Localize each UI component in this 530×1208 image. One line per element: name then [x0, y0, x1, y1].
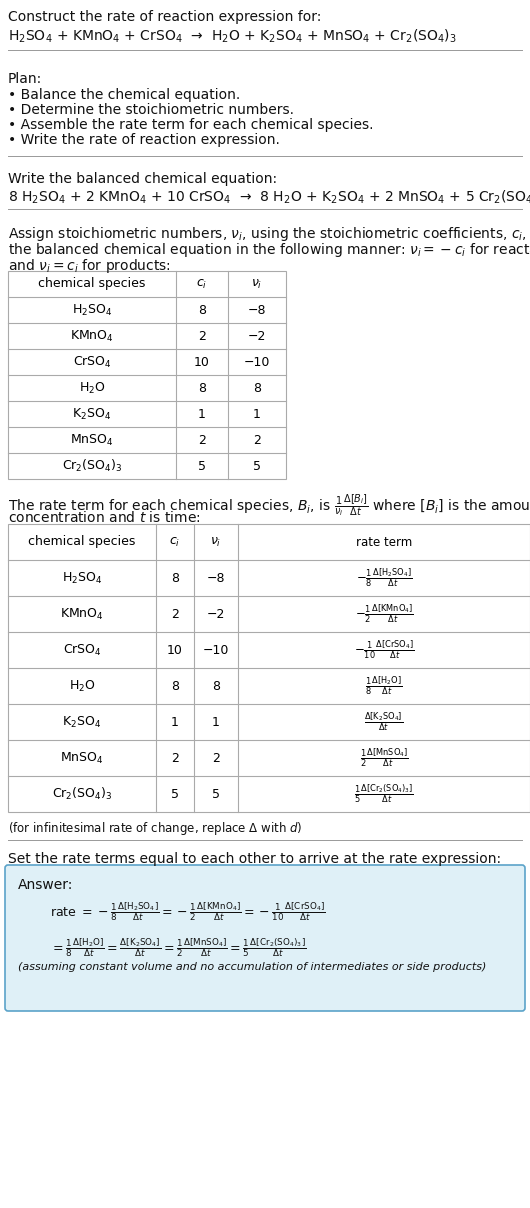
Text: H$_2$SO$_4$: H$_2$SO$_4$ — [72, 302, 112, 318]
Text: 1: 1 — [212, 715, 220, 728]
Text: 8: 8 — [171, 679, 179, 692]
Text: $\frac{1}{2}\frac{\Delta[\mathrm{MnSO_4}]}{\Delta t}$: $\frac{1}{2}\frac{\Delta[\mathrm{MnSO_4}… — [360, 747, 409, 769]
Text: −10: −10 — [244, 355, 270, 368]
Text: $-\frac{1}{8}\frac{\Delta[\mathrm{H_2SO_4}]}{\Delta t}$: $-\frac{1}{8}\frac{\Delta[\mathrm{H_2SO_… — [356, 567, 412, 590]
Text: 1: 1 — [171, 715, 179, 728]
Text: $= \frac{1}{8}\frac{\Delta[\mathrm{H_2O}]}{\Delta t} = \frac{\Delta[\mathrm{K_2S: $= \frac{1}{8}\frac{\Delta[\mathrm{H_2O}… — [50, 936, 306, 959]
Bar — [8, 271, 286, 480]
Text: 2: 2 — [212, 751, 220, 765]
Text: Set the rate terms equal to each other to arrive at the rate expression:: Set the rate terms equal to each other t… — [8, 852, 501, 866]
Text: 10: 10 — [194, 355, 210, 368]
Text: $\nu_i$: $\nu_i$ — [210, 535, 222, 548]
Text: K$_2$SO$_4$: K$_2$SO$_4$ — [73, 406, 111, 422]
Text: 5: 5 — [198, 459, 206, 472]
Text: $\frac{1}{5}\frac{\Delta[\mathrm{Cr_2(SO_4)_3}]}{\Delta t}$: $\frac{1}{5}\frac{\Delta[\mathrm{Cr_2(SO… — [354, 783, 414, 806]
Text: 2: 2 — [171, 751, 179, 765]
Text: Cr$_2$(SO$_4$)$_3$: Cr$_2$(SO$_4$)$_3$ — [52, 786, 112, 802]
Text: 2: 2 — [253, 434, 261, 447]
Text: and $\nu_i = c_i$ for products:: and $\nu_i = c_i$ for products: — [8, 257, 171, 275]
Text: 5: 5 — [253, 459, 261, 472]
Text: 5: 5 — [212, 788, 220, 801]
Text: −2: −2 — [248, 330, 266, 343]
Text: H$_2$O: H$_2$O — [79, 381, 105, 395]
Text: 8: 8 — [253, 382, 261, 395]
Text: (assuming constant volume and no accumulation of intermediates or side products): (assuming constant volume and no accumul… — [18, 962, 487, 972]
Text: $\frac{1}{8}\frac{\Delta[\mathrm{H_2O}]}{\Delta t}$: $\frac{1}{8}\frac{\Delta[\mathrm{H_2O}]}… — [365, 675, 403, 697]
Text: concentration and $t$ is time:: concentration and $t$ is time: — [8, 510, 201, 525]
Text: 8: 8 — [171, 571, 179, 585]
Text: • Assemble the rate term for each chemical species.: • Assemble the rate term for each chemic… — [8, 118, 374, 132]
Text: The rate term for each chemical species, $B_i$, is $\frac{1}{\nu_i}\frac{\Delta[: The rate term for each chemical species,… — [8, 493, 530, 519]
Text: K$_2$SO$_4$: K$_2$SO$_4$ — [63, 714, 102, 730]
Text: Plan:: Plan: — [8, 72, 42, 86]
Text: Write the balanced chemical equation:: Write the balanced chemical equation: — [8, 172, 277, 186]
Text: chemical species: chemical species — [28, 535, 136, 548]
Bar — [8, 524, 530, 812]
Text: H$_2$O: H$_2$O — [69, 679, 95, 693]
Text: Cr$_2$(SO$_4$)$_3$: Cr$_2$(SO$_4$)$_3$ — [62, 458, 122, 474]
Text: H$_2$SO$_4$: H$_2$SO$_4$ — [62, 570, 102, 586]
Text: H$_2$SO$_4$ + KMnO$_4$ + CrSO$_4$  →  H$_2$O + K$_2$SO$_4$ + MnSO$_4$ + Cr$_2$(S: H$_2$SO$_4$ + KMnO$_4$ + CrSO$_4$ → H$_2… — [8, 28, 457, 46]
Text: 1: 1 — [253, 407, 261, 420]
Text: $c_i$: $c_i$ — [197, 278, 208, 291]
Text: MnSO$_4$: MnSO$_4$ — [70, 432, 114, 447]
Text: rate $= -\frac{1}{8}\frac{\Delta[\mathrm{H_2SO_4}]}{\Delta t} = -\frac{1}{2}\fra: rate $= -\frac{1}{8}\frac{\Delta[\mathrm… — [50, 900, 326, 923]
Text: 8 H$_2$SO$_4$ + 2 KMnO$_4$ + 10 CrSO$_4$  →  8 H$_2$O + K$_2$SO$_4$ + 2 MnSO$_4$: 8 H$_2$SO$_4$ + 2 KMnO$_4$ + 10 CrSO$_4$… — [8, 188, 530, 207]
Text: −8: −8 — [248, 303, 266, 316]
Text: 2: 2 — [198, 330, 206, 343]
Text: −2: −2 — [207, 608, 225, 621]
Text: 10: 10 — [167, 644, 183, 656]
Text: −10: −10 — [203, 644, 229, 656]
Text: 1: 1 — [198, 407, 206, 420]
Text: $-\frac{1}{2}\frac{\Delta[\mathrm{KMnO_4}]}{\Delta t}$: $-\frac{1}{2}\frac{\Delta[\mathrm{KMnO_4… — [355, 603, 413, 626]
Text: 8: 8 — [198, 382, 206, 395]
Text: 2: 2 — [198, 434, 206, 447]
Text: chemical species: chemical species — [38, 278, 146, 290]
Text: Answer:: Answer: — [18, 878, 73, 892]
Text: the balanced chemical equation in the following manner: $\nu_i = -c_i$ for react: the balanced chemical equation in the fo… — [8, 242, 530, 259]
Text: $\frac{\Delta[\mathrm{K_2SO_4}]}{\Delta t}$: $\frac{\Delta[\mathrm{K_2SO_4}]}{\Delta … — [365, 710, 403, 733]
Text: (for infinitesimal rate of change, replace Δ with $d$): (for infinitesimal rate of change, repla… — [8, 820, 303, 837]
Text: • Balance the chemical equation.: • Balance the chemical equation. — [8, 88, 240, 101]
Text: KMnO$_4$: KMnO$_4$ — [60, 606, 104, 622]
Text: KMnO$_4$: KMnO$_4$ — [70, 329, 114, 343]
Text: Construct the rate of reaction expression for:: Construct the rate of reaction expressio… — [8, 10, 321, 24]
Text: CrSO$_4$: CrSO$_4$ — [73, 354, 111, 370]
Text: MnSO$_4$: MnSO$_4$ — [60, 750, 104, 766]
Text: • Write the rate of reaction expression.: • Write the rate of reaction expression. — [8, 133, 280, 147]
FancyBboxPatch shape — [5, 865, 525, 1011]
Text: 2: 2 — [171, 608, 179, 621]
Text: • Determine the stoichiometric numbers.: • Determine the stoichiometric numbers. — [8, 103, 294, 117]
Text: 8: 8 — [198, 303, 206, 316]
Text: $-\frac{1}{10}\frac{\Delta[\mathrm{CrSO_4}]}{\Delta t}$: $-\frac{1}{10}\frac{\Delta[\mathrm{CrSO_… — [354, 639, 414, 661]
Text: rate term: rate term — [356, 535, 412, 548]
Text: 8: 8 — [212, 679, 220, 692]
Text: −8: −8 — [207, 571, 225, 585]
Text: 5: 5 — [171, 788, 179, 801]
Text: Assign stoichiometric numbers, $\nu_i$, using the stoichiometric coefficients, $: Assign stoichiometric numbers, $\nu_i$, … — [8, 225, 530, 243]
Text: $\nu_i$: $\nu_i$ — [251, 278, 263, 291]
Text: $c_i$: $c_i$ — [170, 535, 181, 548]
Text: CrSO$_4$: CrSO$_4$ — [63, 643, 101, 657]
